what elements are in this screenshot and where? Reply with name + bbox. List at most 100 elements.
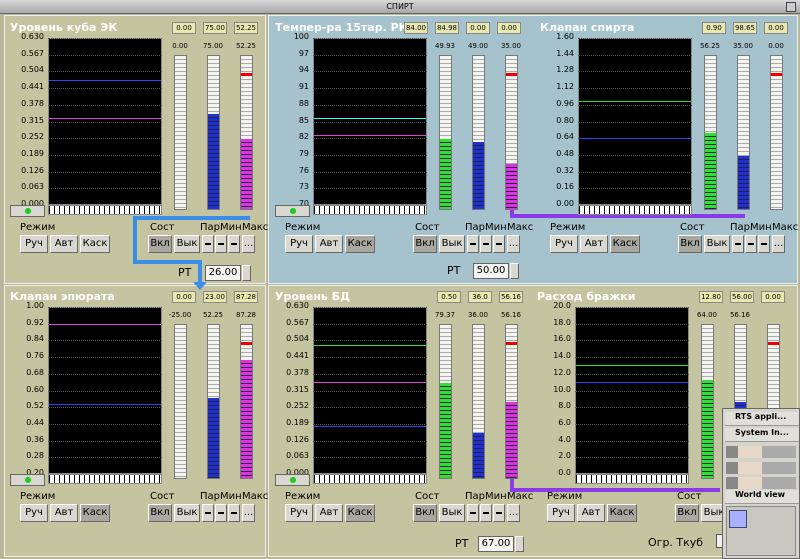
more-button[interactable]: ... <box>242 235 255 253</box>
mode-button[interactable]: Руч <box>550 235 578 253</box>
value-box: 0.00 <box>764 22 788 34</box>
spin-button[interactable] <box>228 504 240 522</box>
more-button[interactable]: ... <box>507 504 520 522</box>
gauge-label: 36.00 <box>467 311 489 319</box>
trend-line <box>49 118 161 120</box>
grid-line <box>48 407 162 409</box>
min-label: Мин <box>220 491 242 502</box>
popup-item[interactable]: RTS appli... <box>725 412 799 426</box>
window-title: СПИРТ <box>386 2 414 11</box>
gauge-fill <box>440 382 451 478</box>
grid-line <box>313 323 427 325</box>
mode-button[interactable]: Руч <box>20 235 48 253</box>
scroll-button[interactable] <box>10 474 45 486</box>
mode-button[interactable]: Каск <box>80 235 110 253</box>
off-button[interactable]: Вык <box>174 504 200 522</box>
popup-row[interactable] <box>726 477 796 489</box>
y-tick-label: 0.252 <box>286 401 309 411</box>
mode-button[interactable]: Авт <box>50 235 78 253</box>
setpoint-input[interactable]: 50.00 <box>473 263 509 279</box>
grid-line <box>48 390 162 392</box>
spin-button[interactable] <box>215 235 227 253</box>
mode-button[interactable]: Каск <box>607 504 637 522</box>
spin-button[interactable] <box>758 235 770 253</box>
mode-button[interactable]: Руч <box>285 504 313 522</box>
on-button[interactable]: Вкл <box>148 235 172 253</box>
grid-line <box>578 38 692 39</box>
on-button[interactable]: Вкл <box>413 504 437 522</box>
on-button[interactable]: Вкл <box>678 235 702 253</box>
popup-item[interactable]: System In... <box>725 428 799 442</box>
mode-button[interactable]: Авт <box>577 504 605 522</box>
spin-button[interactable] <box>467 235 479 253</box>
on-button[interactable]: Вкл <box>148 504 172 522</box>
setpoint-input[interactable]: 67.00 <box>478 536 514 552</box>
grid-line <box>575 407 689 409</box>
spin-button[interactable] <box>202 504 214 522</box>
off-button[interactable]: Вык <box>439 504 465 522</box>
spin-button[interactable] <box>228 235 240 253</box>
popup-row[interactable] <box>726 446 796 458</box>
mode-button[interactable]: Руч <box>285 235 313 253</box>
scroll-button[interactable] <box>10 205 45 217</box>
gauge <box>174 55 187 210</box>
spin-button[interactable] <box>215 504 227 522</box>
mode-button[interactable]: Авт <box>315 504 343 522</box>
spin-button[interactable] <box>480 504 492 522</box>
y-tick-label: 0.252 <box>21 132 44 142</box>
off-button[interactable]: Вык <box>704 235 730 253</box>
mode-label: Режим <box>547 491 583 502</box>
more-button[interactable]: ... <box>507 235 520 253</box>
y-tick-label: 0.504 <box>21 65 44 75</box>
y-tick-label: 10.0 <box>553 384 571 394</box>
max-label: Макс <box>242 491 269 502</box>
spin-button[interactable] <box>480 235 492 253</box>
on-button[interactable]: Вкл <box>413 235 437 253</box>
grid-line <box>575 340 689 342</box>
world-view-cell[interactable] <box>729 510 747 528</box>
mode-button[interactable]: Каск <box>80 504 110 522</box>
off-button[interactable]: Вык <box>701 504 727 522</box>
mode-button[interactable]: Каск <box>345 235 375 253</box>
grid-line <box>575 357 689 359</box>
spin-button[interactable] <box>242 265 251 281</box>
more-button[interactable]: ... <box>242 504 255 522</box>
mode-button[interactable]: Авт <box>580 235 608 253</box>
off-button[interactable]: Вык <box>439 235 465 253</box>
mode-button[interactable]: Каск <box>610 235 640 253</box>
mode-button[interactable]: Каск <box>345 504 375 522</box>
scroll-button[interactable] <box>275 205 310 217</box>
trend-line <box>314 118 426 120</box>
scroll-button[interactable] <box>275 474 310 486</box>
spin-button[interactable] <box>745 235 757 253</box>
connector <box>133 216 250 282</box>
grid-line <box>578 104 692 106</box>
spin-button[interactable] <box>493 235 505 253</box>
spin-button[interactable] <box>202 235 214 253</box>
mode-button[interactable]: Авт <box>315 235 343 253</box>
spin-button[interactable] <box>467 504 479 522</box>
gauge-label: 52.25 <box>202 311 224 319</box>
time-axis <box>313 474 427 484</box>
param-label: Пар <box>465 222 485 233</box>
mode-button[interactable]: Авт <box>50 504 78 522</box>
param-label: Пар <box>730 222 750 233</box>
spin-button[interactable] <box>732 235 744 253</box>
gauge-fill <box>208 113 219 209</box>
spin-button[interactable] <box>493 504 505 522</box>
popup-item[interactable]: World view <box>725 490 799 504</box>
setpoint-input[interactable]: 26.00 <box>205 265 241 281</box>
off-button[interactable]: Вык <box>174 235 200 253</box>
gauge-label: 87.28 <box>235 311 257 319</box>
on-button[interactable]: Вкл <box>675 504 699 522</box>
spin-button[interactable] <box>510 263 519 279</box>
mode-button[interactable]: Руч <box>547 504 575 522</box>
time-axis <box>313 205 427 215</box>
more-button[interactable]: ... <box>772 235 785 253</box>
y-tick-label: 12.0 <box>553 367 571 377</box>
popup-row[interactable] <box>726 462 796 474</box>
spin-button[interactable] <box>515 536 524 552</box>
close-button[interactable] <box>786 2 796 12</box>
mode-button[interactable]: Руч <box>20 504 48 522</box>
y-tick-label: 8.0 <box>558 401 571 411</box>
